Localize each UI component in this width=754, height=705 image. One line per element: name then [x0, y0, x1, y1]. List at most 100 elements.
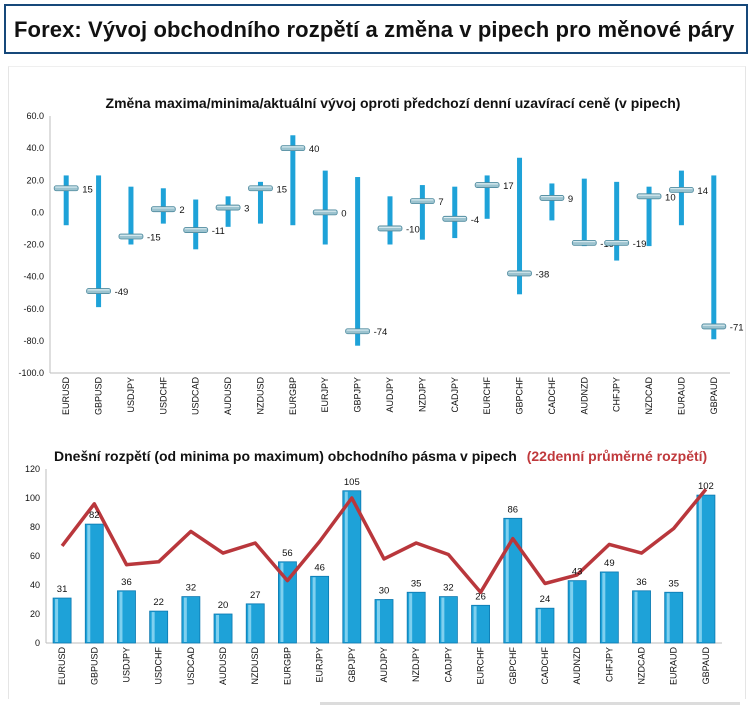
bar-highlight — [280, 562, 284, 642]
bar-highlight — [87, 525, 91, 642]
content-frame — [8, 66, 746, 699]
x-tick-label: GBPJPY — [347, 647, 357, 683]
data-label: 2 — [179, 205, 184, 216]
spread-chart-title-secondary: (22denní průměrné rozpětí) — [527, 448, 707, 464]
range-bar — [63, 175, 69, 226]
data-label: 36 — [636, 577, 647, 588]
y-tick-label: 20.0 — [26, 175, 44, 185]
x-tick-label: CADCHF — [547, 376, 557, 414]
y-tick-label: -60.0 — [23, 304, 44, 314]
x-tick-label: CADCHF — [540, 646, 550, 684]
data-label: 105 — [344, 477, 360, 488]
data-label: -11 — [212, 226, 225, 237]
x-tick-label: EURCHF — [476, 646, 486, 684]
bar-highlight — [216, 615, 220, 642]
y-tick-label: -100.0 — [18, 368, 44, 378]
x-tick-label: AUDUSD — [218, 647, 228, 686]
x-tick-label: EURJPY — [320, 377, 330, 413]
data-label: 15 — [276, 184, 287, 195]
data-label: 43 — [572, 567, 583, 578]
range-bar — [678, 170, 684, 226]
x-tick-label: NZDUSD — [255, 377, 265, 415]
x-tick-label: GBPJPY — [353, 377, 363, 413]
bar-highlight — [248, 604, 252, 642]
range-bar — [193, 199, 199, 250]
range-bar — [160, 188, 166, 224]
range-bar — [290, 135, 296, 226]
data-label: 3 — [244, 204, 249, 215]
x-tick-label: EURCHF — [482, 376, 492, 414]
bar-highlight — [55, 599, 59, 642]
range-bar — [225, 196, 231, 227]
x-tick-label: GBPUSD — [94, 377, 104, 416]
bar-highlight — [376, 600, 380, 642]
y-tick-label: 60 — [30, 551, 40, 561]
y-tick-label: 100 — [25, 493, 40, 503]
range-bar — [484, 175, 490, 219]
data-label: -71 — [730, 322, 744, 333]
x-tick-label: GBPCHF — [515, 377, 525, 415]
bar-highlight — [312, 577, 316, 642]
data-label: 30 — [379, 586, 390, 597]
data-label: 0 — [341, 208, 346, 219]
spread-chart-title-main: Dnešní rozpětí (od minima po maximum) ob… — [54, 448, 517, 464]
range-chart-title: Změna maxima/minima/aktuální vývoj oprot… — [106, 95, 681, 111]
data-label: -74 — [374, 327, 388, 338]
x-tick-label: USDCAD — [191, 377, 201, 416]
bar-highlight — [698, 496, 702, 642]
x-tick-label: EURGBP — [288, 377, 298, 415]
data-label: 14 — [697, 186, 708, 197]
x-tick-label: GBPAUD — [701, 647, 711, 685]
range-bar — [581, 178, 587, 247]
bar-highlight — [183, 597, 187, 642]
data-label: -38 — [536, 269, 550, 280]
bar-highlight — [344, 491, 348, 642]
data-label: 17 — [503, 181, 514, 192]
range-bar — [711, 175, 717, 340]
data-label: 46 — [314, 562, 325, 573]
y-tick-label: -80.0 — [23, 336, 44, 346]
x-tick-label: USDCHF — [158, 376, 168, 414]
y-tick-label: -40.0 — [23, 272, 44, 282]
bar-highlight — [473, 606, 477, 642]
y-tick-label: 80 — [30, 522, 40, 532]
data-label: -4 — [471, 215, 479, 226]
data-label: 36 — [121, 577, 132, 588]
range-bar — [355, 177, 361, 346]
data-label: 32 — [443, 583, 454, 594]
y-tick-label: -20.0 — [23, 240, 44, 250]
y-tick-label: 0.0 — [31, 207, 44, 217]
x-tick-label: AUDUSD — [223, 377, 233, 416]
x-tick-label: CHFJPY — [612, 377, 622, 412]
bar-highlight — [602, 572, 606, 642]
range-bar — [96, 175, 102, 308]
x-tick-label: AUDNZD — [579, 377, 589, 415]
x-tick-label: EURUSD — [61, 377, 71, 416]
x-tick-label: AUDNZD — [572, 647, 582, 685]
range-bar — [387, 196, 393, 245]
data-label: 20 — [218, 600, 229, 611]
bar-highlight — [634, 591, 638, 642]
x-tick-label: USDCAD — [186, 647, 196, 686]
x-tick-label: EURUSD — [57, 647, 67, 686]
range-bar — [128, 186, 134, 245]
data-label: 86 — [507, 504, 518, 515]
x-tick-label: EURAUD — [669, 647, 679, 686]
data-label: 40 — [309, 144, 320, 155]
data-label: -10 — [406, 224, 420, 235]
x-tick-label: EURAUD — [676, 377, 686, 416]
bar-highlight — [151, 612, 155, 642]
x-tick-label: CHFJPY — [604, 647, 614, 682]
page-title: Forex: Vývoj obchodního rozpětí a změna … — [14, 17, 735, 42]
data-label: 32 — [186, 583, 197, 594]
x-tick-label: USDJPY — [126, 377, 136, 413]
range-bar — [517, 157, 523, 295]
range-bar — [614, 181, 620, 261]
y-tick-label: 0 — [35, 638, 40, 648]
data-label: 22 — [153, 597, 164, 608]
x-tick-label: EURJPY — [315, 647, 325, 683]
bar-highlight — [505, 519, 509, 642]
y-tick-label: 120 — [25, 464, 40, 474]
x-tick-label: NZDCAD — [644, 377, 654, 415]
